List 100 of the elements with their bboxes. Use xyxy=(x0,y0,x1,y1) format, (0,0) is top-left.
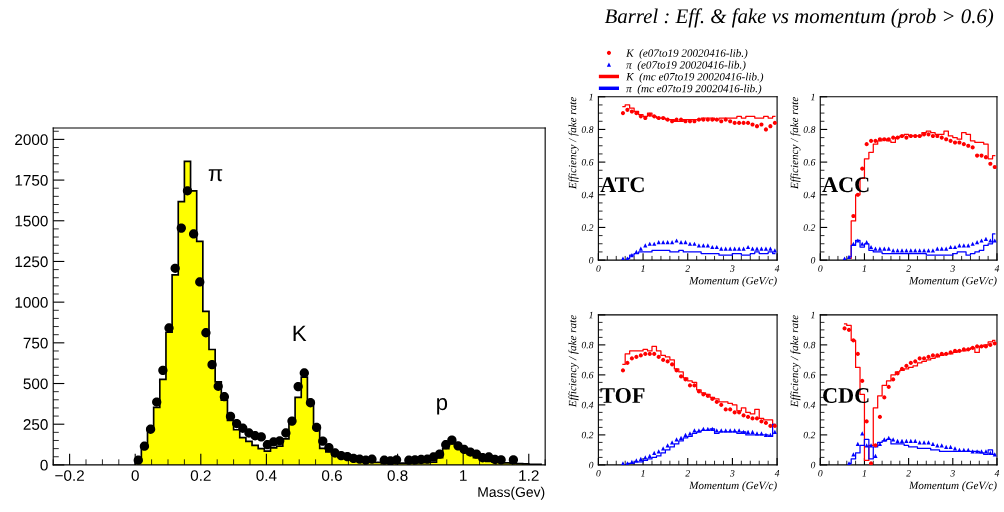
point xyxy=(638,246,643,251)
point xyxy=(305,398,316,408)
point xyxy=(318,436,328,446)
point xyxy=(961,447,966,452)
point xyxy=(988,342,993,347)
y-tick-label: 0.4 xyxy=(581,191,594,199)
point xyxy=(741,120,746,125)
y-tick-label: 1000 xyxy=(15,297,48,308)
point xyxy=(983,155,989,160)
point xyxy=(670,362,675,367)
x-axis-title: Momentum (GeV/c) xyxy=(689,481,777,492)
point xyxy=(886,435,891,440)
point xyxy=(629,109,634,114)
x-tick-label: 4 xyxy=(774,265,780,272)
point xyxy=(975,344,980,349)
point xyxy=(620,111,626,116)
point xyxy=(873,138,878,143)
point xyxy=(917,133,922,139)
point xyxy=(988,238,993,243)
point xyxy=(719,119,724,124)
x-tick-label: 0.6 xyxy=(321,470,342,481)
point xyxy=(882,246,887,251)
y-tick-label: 0.8 xyxy=(581,126,594,133)
point xyxy=(634,111,639,116)
point xyxy=(868,138,874,143)
x-tick-label: 0.8 xyxy=(387,470,408,481)
point xyxy=(293,381,303,392)
y-tick-label: 1 xyxy=(810,93,815,101)
point xyxy=(625,107,630,112)
point xyxy=(891,377,896,382)
point xyxy=(696,389,701,394)
x-tick-label: 0 xyxy=(596,265,601,272)
point xyxy=(687,119,693,124)
y-tick-label: 1750 xyxy=(15,174,48,186)
point xyxy=(139,441,150,451)
point xyxy=(670,119,675,124)
point xyxy=(647,351,652,356)
point xyxy=(970,345,975,350)
point xyxy=(629,356,634,361)
point xyxy=(652,351,657,356)
point xyxy=(877,137,882,142)
point xyxy=(846,461,852,465)
y-tick-label: 0.2 xyxy=(803,431,816,439)
point xyxy=(939,246,944,251)
point xyxy=(158,365,168,375)
y-tick-label: 0.6 xyxy=(581,159,594,166)
point xyxy=(728,407,733,412)
point xyxy=(719,402,724,407)
point xyxy=(710,426,715,431)
y-tick-label: 1 xyxy=(810,311,815,319)
point xyxy=(299,368,309,378)
point xyxy=(723,117,728,122)
point xyxy=(768,246,773,251)
x-axis-title: Momentum (GeV/c) xyxy=(908,481,997,492)
point xyxy=(966,347,971,352)
point xyxy=(324,442,334,453)
x-tick-label: 1 xyxy=(640,470,645,477)
point xyxy=(908,438,913,443)
y-tick-label: 500 xyxy=(23,378,48,390)
point xyxy=(728,119,733,124)
point xyxy=(855,441,860,446)
point xyxy=(696,117,701,122)
point xyxy=(966,143,971,148)
y-tick-label: 0 xyxy=(589,257,594,264)
point xyxy=(737,410,742,415)
x-tick-label: 4 xyxy=(994,265,1000,272)
point xyxy=(908,360,913,365)
point xyxy=(913,359,918,364)
point xyxy=(170,263,180,273)
x-tick-label: 4 xyxy=(774,470,780,477)
y-tick-label: 0 xyxy=(589,461,594,469)
point xyxy=(966,447,971,452)
y-axis-title: Efficiency / fake rate xyxy=(568,315,579,408)
y-tick-label: 0.8 xyxy=(803,126,816,133)
x-axis-title: Momentum (GeV/c) xyxy=(908,276,997,287)
point xyxy=(930,353,935,358)
point xyxy=(891,135,896,140)
point xyxy=(678,117,684,122)
y-tick-label: 250 xyxy=(23,419,48,430)
point xyxy=(728,246,733,251)
point xyxy=(447,435,457,445)
point xyxy=(886,384,891,389)
y-tick-label: 0.2 xyxy=(581,224,594,231)
y-tick-label: 0 xyxy=(810,461,816,469)
annotation: K xyxy=(293,325,307,341)
x-tick-label: 0.4 xyxy=(256,470,277,481)
point xyxy=(930,133,935,139)
x-tick-label: 1 xyxy=(460,470,467,481)
point xyxy=(287,416,297,426)
point xyxy=(899,366,905,371)
point xyxy=(152,397,162,407)
point xyxy=(145,424,156,434)
y-tick-label: 0.4 xyxy=(581,401,594,409)
point xyxy=(846,327,852,332)
point xyxy=(860,241,865,246)
y-tick-label: 0.2 xyxy=(803,224,816,231)
x-tick-label: −0.2 xyxy=(55,470,84,481)
point xyxy=(496,455,506,465)
point xyxy=(988,161,993,166)
legend-label: K (mc e07to19 20020416-lib.) xyxy=(626,72,764,83)
